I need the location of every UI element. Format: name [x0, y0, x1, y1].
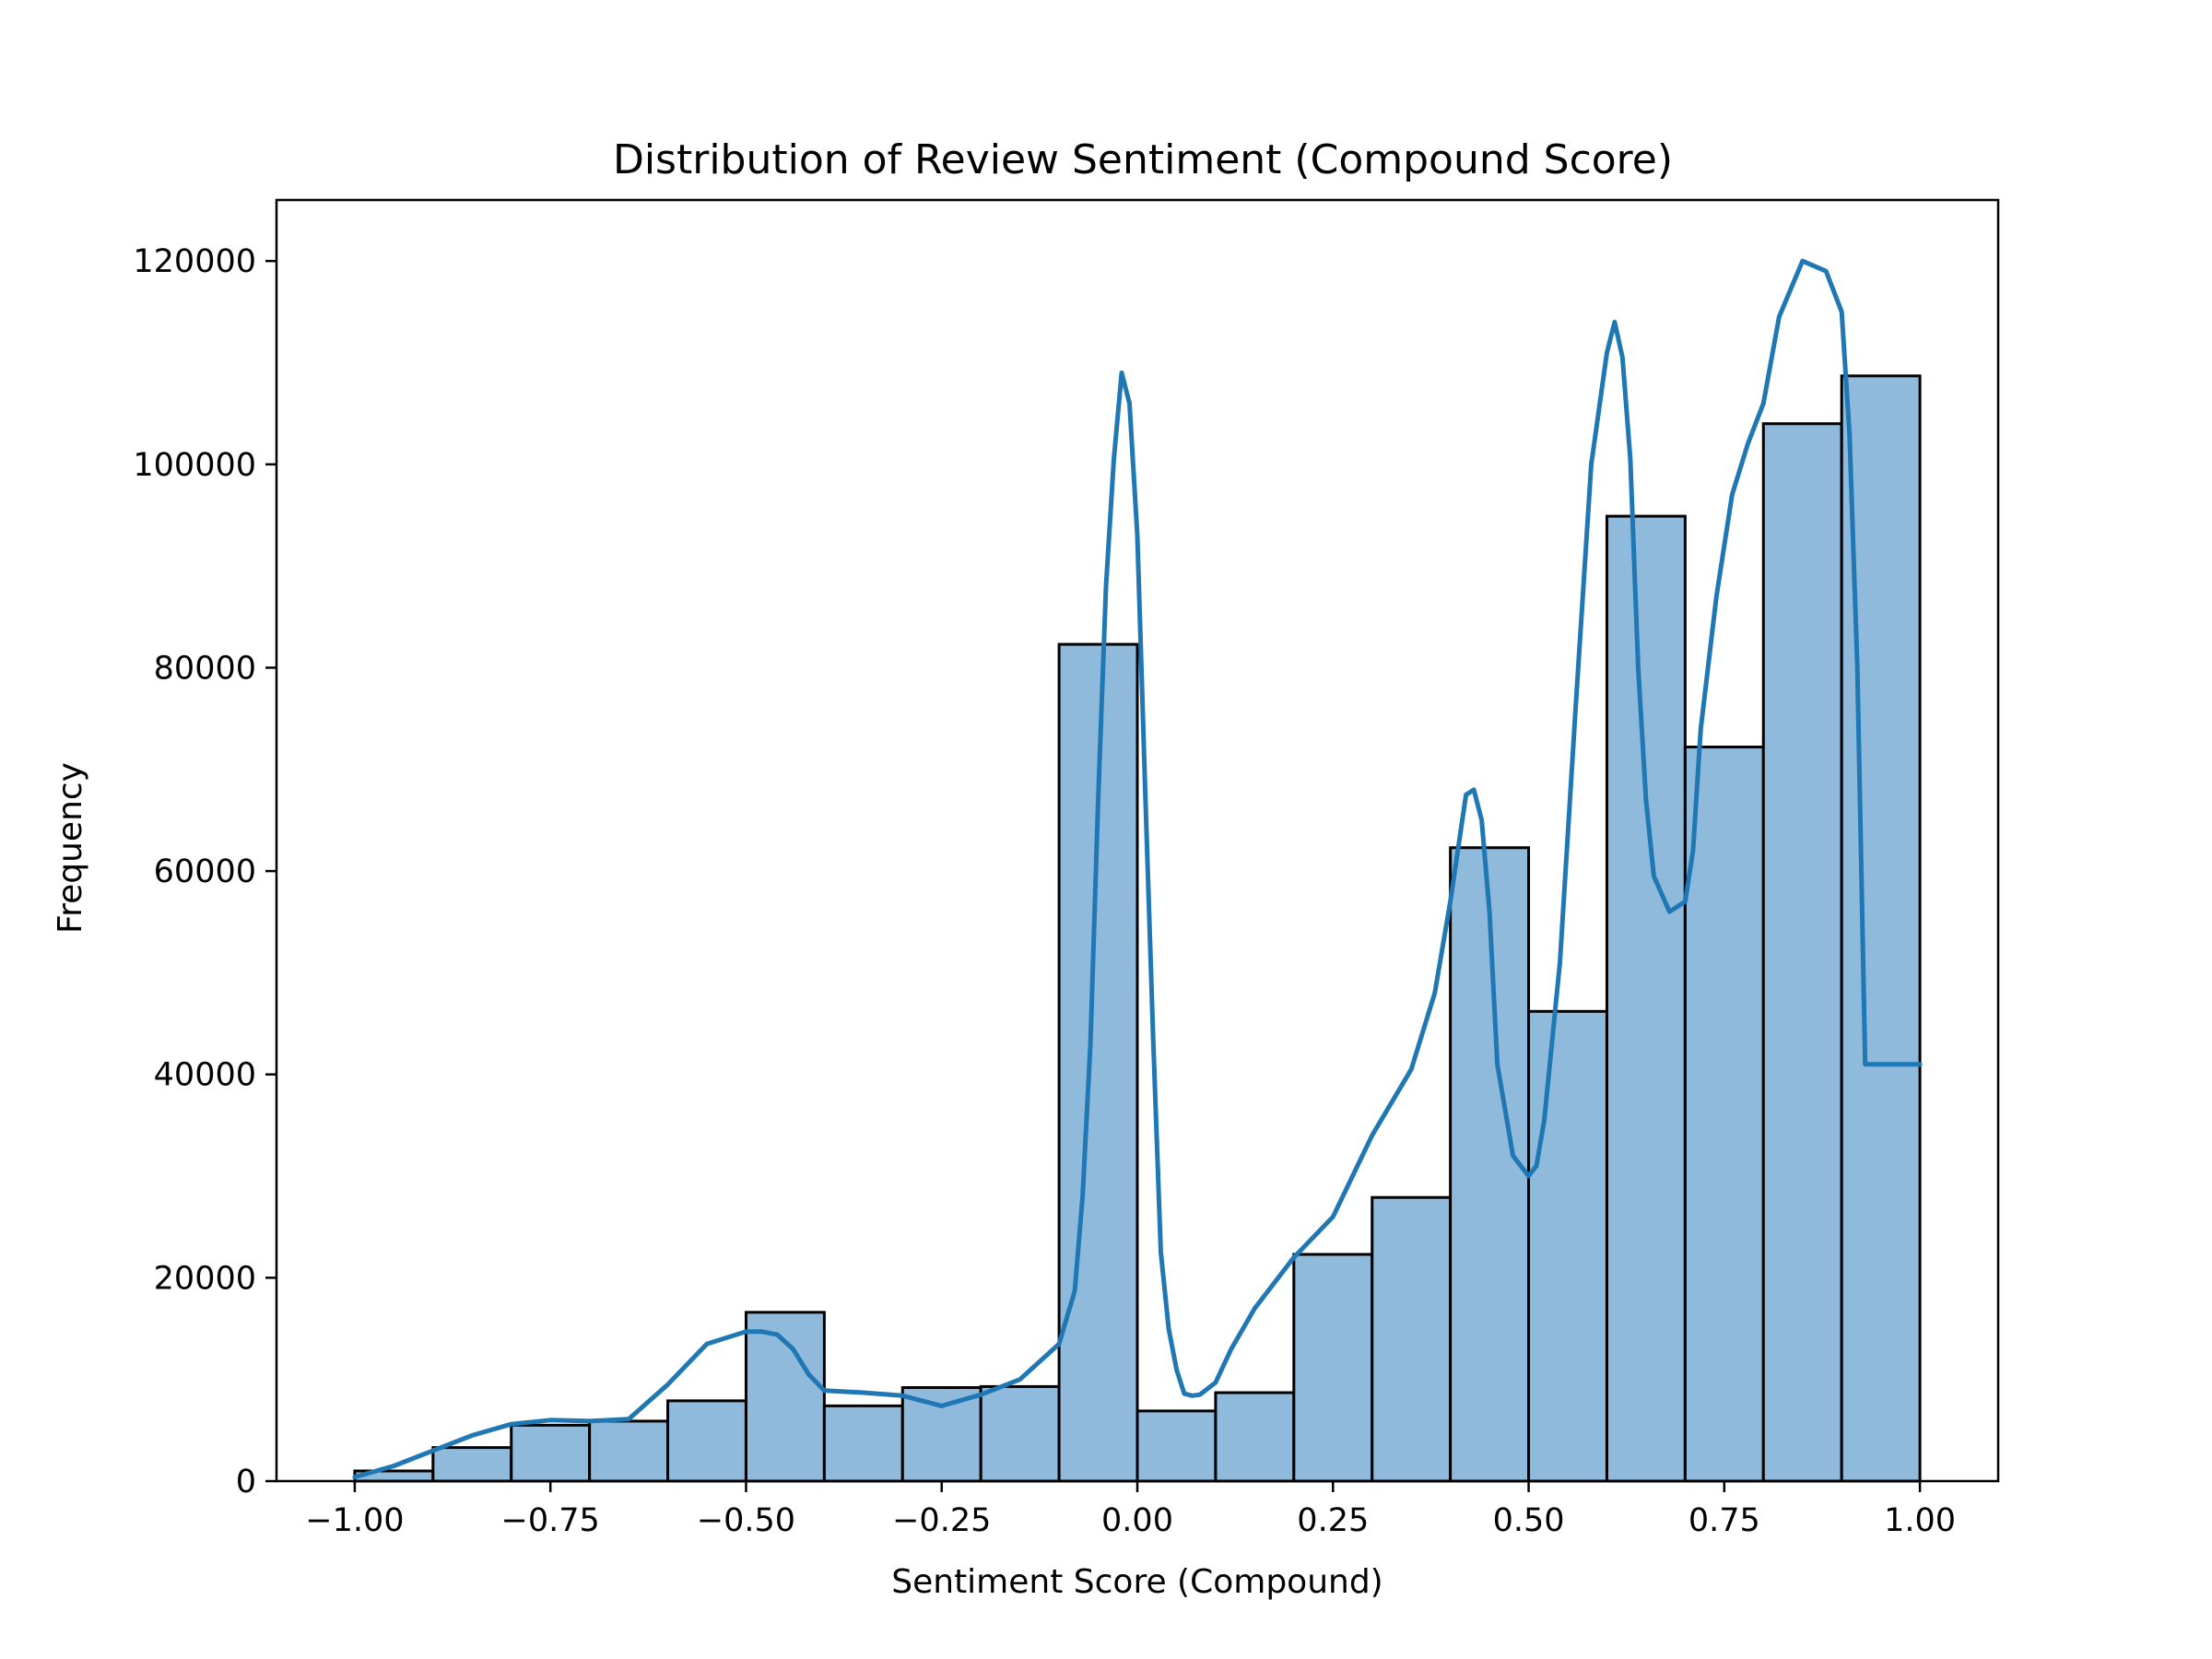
y-tick-label: 120000	[133, 243, 256, 280]
x-tick-label: 0.75	[1688, 1502, 1760, 1539]
y-axis-ticks: 0 20000 40000 60000 80000 100000 120000	[133, 243, 276, 1500]
histogram-bar	[1605, 514, 1687, 1483]
x-tick-label: 0.25	[1297, 1502, 1369, 1539]
y-tick-label: 40000	[154, 1057, 256, 1094]
histogram-bar	[1292, 1253, 1374, 1483]
histogram-bar	[1527, 1009, 1608, 1483]
histogram-bar	[744, 1311, 826, 1483]
y-tick-label: 100000	[133, 447, 256, 484]
histogram-bar	[1761, 422, 1843, 1483]
histogram-bar	[431, 1446, 513, 1483]
histogram-bar	[1683, 746, 1765, 1483]
histogram-bar	[510, 1423, 592, 1483]
y-tick-label: 60000	[154, 853, 256, 890]
kde-density-line	[352, 258, 1923, 1480]
histogram-bar	[1135, 1409, 1218, 1483]
x-tick-label: −0.75	[501, 1502, 600, 1539]
y-axis-label: Frequency	[52, 762, 89, 934]
histogram-bars	[353, 374, 1922, 1483]
x-tick-label: −1.00	[305, 1502, 404, 1539]
x-tick-label: −0.25	[892, 1502, 991, 1539]
x-tick-label: −0.50	[697, 1502, 795, 1539]
histogram-bar	[1214, 1391, 1296, 1483]
histogram-bar	[588, 1419, 670, 1483]
chart-title: Distribution of Review Sentiment (Compou…	[613, 136, 1673, 183]
histogram-bar	[979, 1384, 1061, 1483]
x-tick-label: 1.00	[1884, 1502, 1956, 1539]
x-axis-ticks: −1.00 −0.75 −0.50 −0.25 0.00 0.25 0.50 0.75 1.00	[305, 1481, 1956, 1539]
x-tick-label: 0.50	[1493, 1502, 1565, 1539]
histogram-bar	[1371, 1195, 1453, 1483]
y-tick-label: 0	[236, 1464, 256, 1500]
y-tick-label: 20000	[154, 1260, 256, 1297]
histogram-bar	[900, 1386, 982, 1483]
y-tick-label: 80000	[154, 650, 256, 687]
histogram-bar	[822, 1404, 904, 1483]
x-tick-label: 0.00	[1101, 1502, 1173, 1539]
x-axis-label: Sentiment Score (Compound)	[891, 1563, 1382, 1601]
histogram-bar	[666, 1399, 747, 1483]
